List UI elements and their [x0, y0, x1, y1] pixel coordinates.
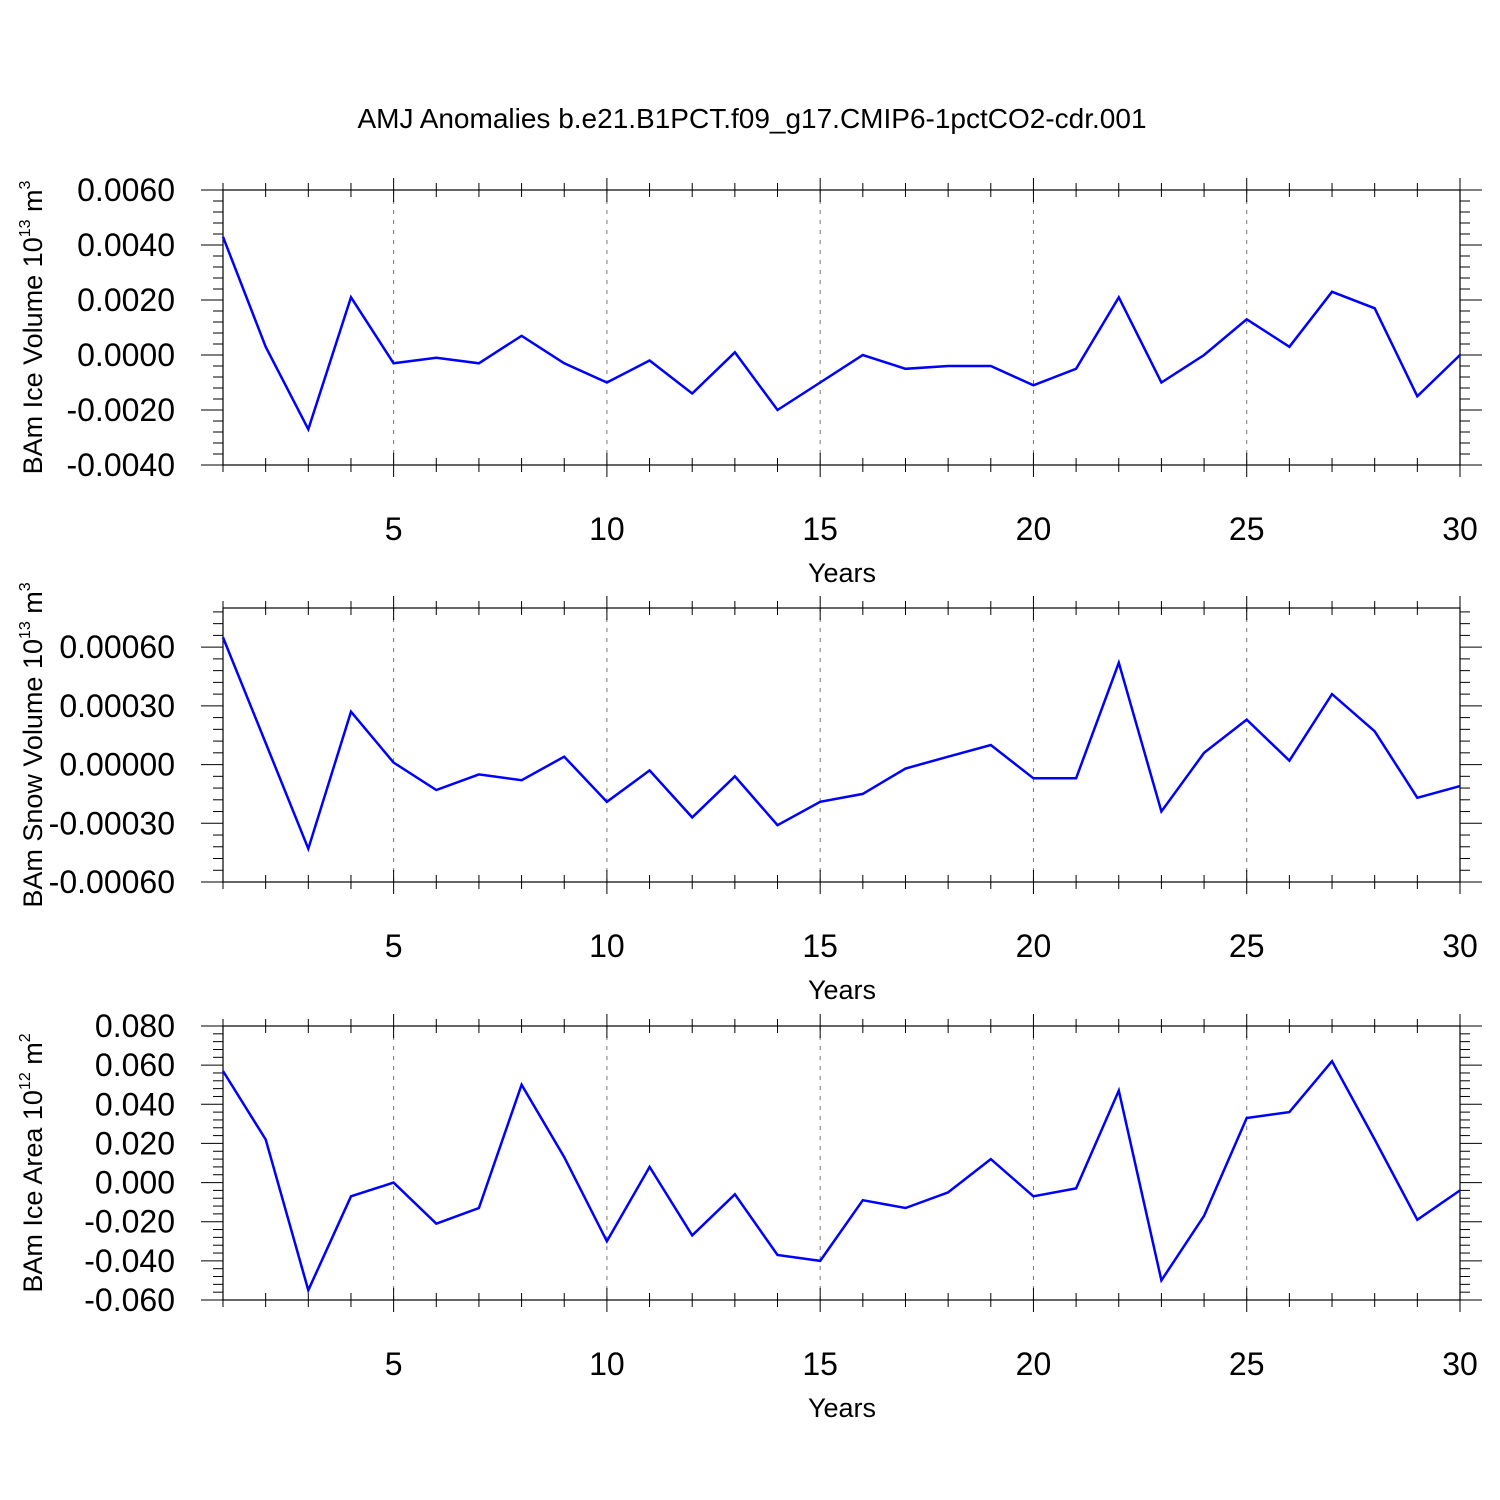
x-axis-label: Years	[808, 1393, 876, 1423]
y-axis-unit-exponent: 13	[17, 219, 34, 237]
x-tick-label: 30	[1442, 1346, 1478, 1382]
chart-panel-2: -0.00060 -0.00030 0.00000 0.00030 0.00060 5 10…	[17, 582, 1482, 1005]
plot-frame	[222, 1025, 1461, 1301]
x-tick-label: 30	[1442, 511, 1478, 547]
x-tick-label: 15	[802, 1346, 838, 1382]
y-axis-unit-dim-exponent: 3	[17, 582, 34, 591]
y-tick-label: 0.0060	[77, 172, 175, 208]
y-axis-unit: m	[18, 1042, 48, 1072]
x-tick-label: 5	[385, 1346, 403, 1382]
y-axis-label: BAm Snow Volume 1013 m3	[17, 582, 48, 907]
y-axis-label: BAm Ice Volume 1013 m3	[17, 180, 48, 474]
y-axis-unit-exponent: 12	[17, 1072, 34, 1090]
y-tick-label: 0.020	[95, 1125, 175, 1161]
x-tick-label: 20	[1016, 511, 1052, 547]
y-tick-label: -0.020	[84, 1204, 175, 1240]
figure-title: AMJ Anomalies b.e21.B1PCT.f09_g17.CMIP6-…	[357, 103, 1146, 134]
x-tick-label: 15	[802, 928, 838, 964]
y-tick-label: 0.000	[95, 1165, 175, 1201]
x-axis-label: Years	[808, 558, 876, 588]
y-tick-label: 0.0000	[77, 337, 175, 373]
plot-frame	[222, 189, 1461, 466]
x-axis-label: Years	[808, 975, 876, 1005]
y-axis-unit-exponent: 13	[17, 621, 34, 639]
y-tick-label: 0.0040	[77, 227, 175, 263]
x-tick-label: 25	[1229, 1346, 1265, 1382]
y-tick-label: -0.0020	[66, 392, 175, 428]
x-tick-label: 10	[589, 1346, 625, 1382]
y-tick-label: 0.040	[95, 1086, 175, 1122]
chart-panels: -0.0040 -0.0020 0.0000 0.0020 0.0040 0.0060 5 1…	[17, 172, 1482, 1423]
y-tick-label: -0.0040	[66, 447, 175, 483]
chart-panel-1: -0.0040 -0.0020 0.0000 0.0020 0.0040 0.0060 5 1…	[17, 172, 1482, 588]
y-tick-label: 0.00060	[59, 629, 175, 665]
x-tick-label: 5	[385, 928, 403, 964]
x-tick-label: 25	[1229, 928, 1265, 964]
y-tick-label: 0.060	[95, 1047, 175, 1083]
y-axis-unit-dim-exponent: 3	[17, 180, 34, 189]
y-tick-label: 0.00000	[59, 747, 175, 783]
x-tick-label: 15	[802, 511, 838, 547]
y-tick-label: 0.00030	[59, 688, 175, 724]
y-tick-label: 0.080	[95, 1008, 175, 1044]
series-line	[221, 236, 1461, 433]
y-axis-unit: m	[18, 189, 48, 219]
y-axis-label: BAm Ice Area 1012 m2	[17, 1033, 48, 1292]
series-line	[221, 1058, 1461, 1294]
y-tick-label: 0.0020	[77, 282, 175, 318]
x-tick-label: 10	[589, 928, 625, 964]
y-tick-label: -0.040	[84, 1243, 175, 1279]
y-axis-unit-dim-exponent: 2	[17, 1033, 34, 1042]
x-tick-label: 20	[1016, 1346, 1052, 1382]
y-tick-label: -0.060	[84, 1282, 175, 1318]
y-axis-label-text: BAm Ice Area 10	[18, 1090, 48, 1293]
plot-frame	[222, 607, 1461, 883]
x-tick-label: 10	[589, 511, 625, 547]
y-axis-label-text: BAm Ice Volume 10	[18, 237, 48, 474]
y-tick-label: -0.00060	[49, 864, 175, 900]
series-line	[221, 636, 1461, 853]
y-tick-label: -0.00030	[49, 805, 175, 841]
y-axis-label-text: BAm Snow Volume 10	[18, 639, 48, 908]
x-tick-label: 20	[1016, 928, 1052, 964]
x-tick-label: 30	[1442, 928, 1478, 964]
x-tick-label: 5	[385, 511, 403, 547]
x-tick-label: 25	[1229, 511, 1265, 547]
y-axis-unit: m	[18, 591, 48, 621]
